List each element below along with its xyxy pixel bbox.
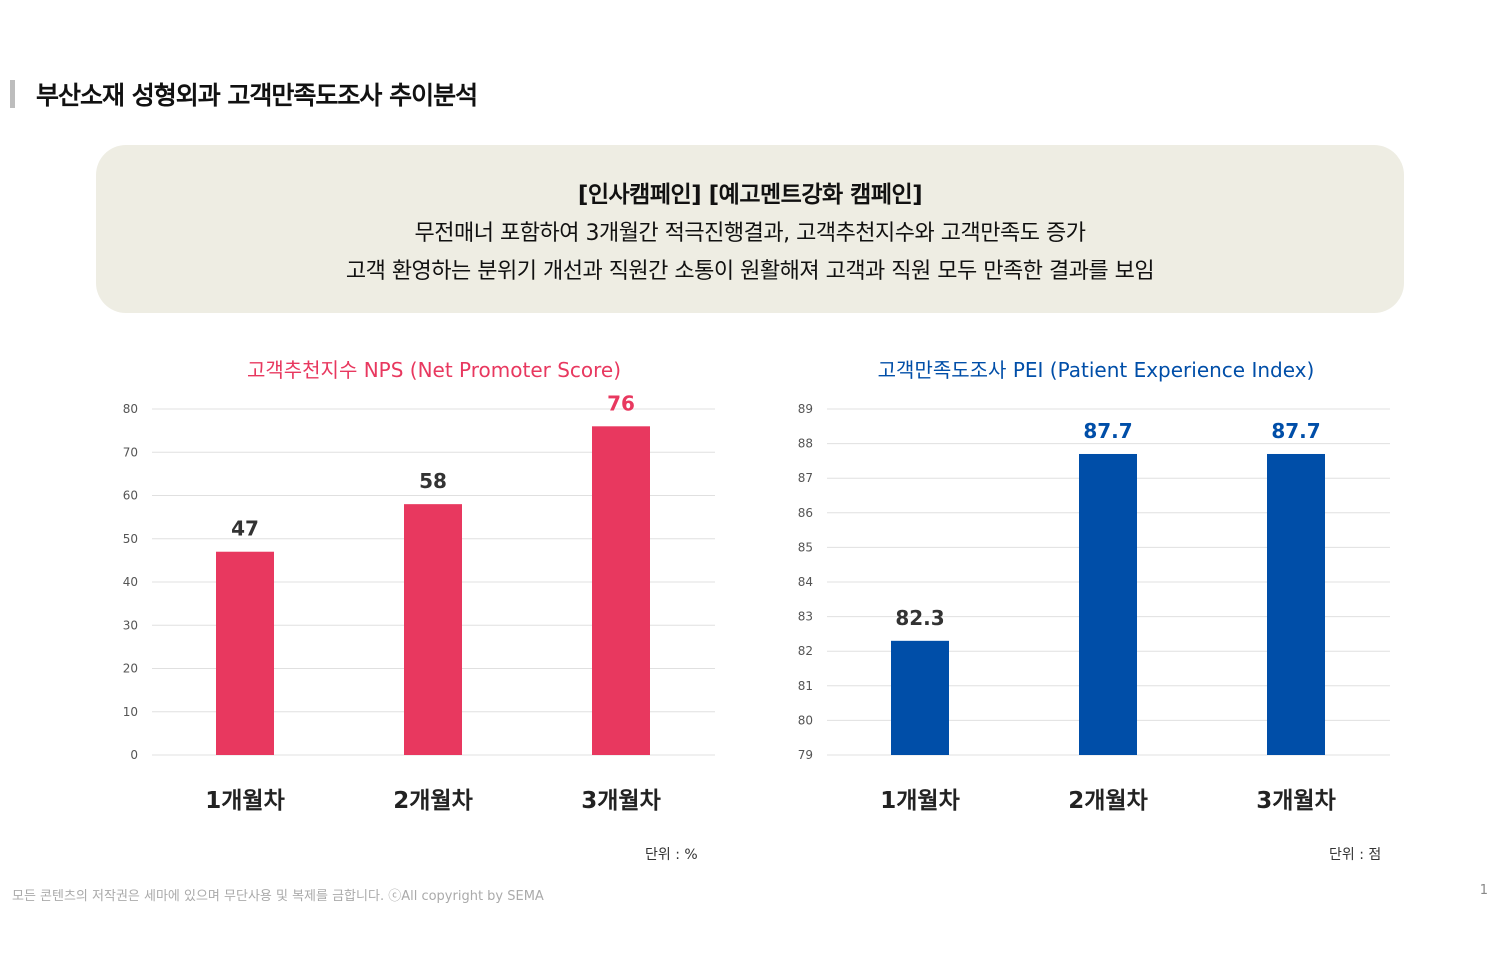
bar (1079, 453, 1137, 755)
summary-line: 고객 환영하는 분위기 개선과 직원간 소통이 원활해져 고객과 직원 모두 만… (345, 259, 1155, 284)
x-tick-label: 3개월차 (1256, 788, 1335, 814)
unit-label-pei: 단위 : 점 (1329, 847, 1382, 863)
y-tick-label: 87 (798, 471, 813, 485)
y-tick-label: 85 (798, 540, 813, 554)
y-tick-label: 81 (798, 679, 813, 693)
y-tick-label: 0 (130, 748, 138, 762)
x-tick-label: 2개월차 (1068, 788, 1147, 814)
data-label: 58 (419, 469, 447, 493)
y-tick-label: 50 (123, 532, 138, 546)
y-tick-label: 82 (798, 644, 813, 658)
y-tick-label: 89 (798, 402, 813, 416)
bar (1267, 453, 1325, 755)
bar (404, 504, 462, 755)
y-tick-label: 80 (798, 713, 813, 727)
title-accent (10, 80, 15, 108)
bar (216, 551, 274, 755)
chart-title-pei: 고객만족도조사 PEI (Patient Experience Index) (877, 358, 1315, 382)
y-tick-label: 83 (798, 610, 813, 624)
y-tick-label: 80 (123, 402, 138, 416)
summary-line: 무전매너 포함하여 3개월간 적극진행결과, 고객추천지수와 고객만족도 증가 (414, 221, 1086, 246)
page-title: 부산소재 성형외과 고객만족도조사 추이분석 (36, 81, 478, 110)
data-label: 76 (607, 391, 635, 415)
y-tick-label: 70 (123, 445, 138, 459)
summary-box: [인사캠페인] [예고멘트강화 캠페인] 무전매너 포함하여 3개월간 적극진행… (96, 145, 1404, 313)
y-tick-label: 86 (798, 506, 813, 520)
data-label: 87.7 (1271, 419, 1320, 443)
y-tick-label: 79 (798, 748, 813, 762)
y-tick-label: 88 (798, 437, 813, 451)
y-tick-label: 84 (798, 575, 813, 589)
page-number: 1 (1479, 883, 1488, 898)
summary-heading: [인사캠페인] [예고멘트강화 캠페인] (577, 182, 923, 208)
unit-label-nps: 단위 : % (645, 847, 698, 863)
copyright-footer: 모든 콘텐츠의 저작권은 세마에 있으며 무단사용 및 복제를 금합니다. ⓒA… (12, 889, 544, 904)
data-label: 82.3 (895, 606, 944, 630)
x-tick-label: 2개월차 (393, 788, 472, 814)
bar (592, 426, 650, 755)
data-label: 47 (231, 517, 259, 541)
y-tick-label: 40 (123, 575, 138, 589)
y-tick-label: 20 (123, 662, 138, 676)
y-tick-label: 60 (123, 489, 138, 503)
bar (891, 640, 949, 755)
y-tick-label: 30 (123, 618, 138, 632)
y-tick-label: 10 (123, 705, 138, 719)
x-tick-label: 1개월차 (205, 788, 284, 814)
data-label: 87.7 (1083, 419, 1132, 443)
x-tick-label: 1개월차 (880, 788, 959, 814)
x-tick-label: 3개월차 (581, 788, 660, 814)
chart-title-nps: 고객추천지수 NPS (Net Promoter Score) (246, 358, 622, 382)
